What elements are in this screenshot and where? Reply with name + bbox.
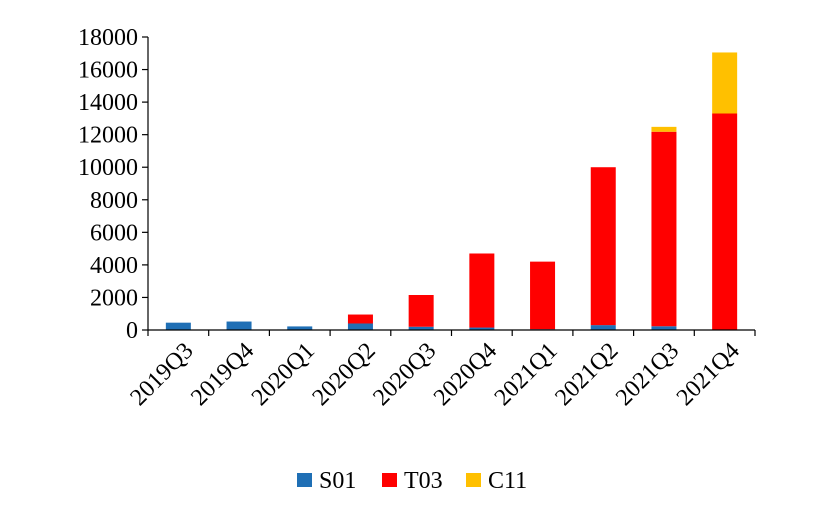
x-tick-label: 2019Q4 xyxy=(186,338,259,411)
y-tick-label: 2000 xyxy=(90,285,138,311)
legend-label-c11: C11 xyxy=(488,468,527,494)
legend: S01 T03 C11 xyxy=(297,468,527,494)
bar-c11 xyxy=(651,126,677,132)
bar-s01 xyxy=(287,326,313,330)
x-tick-label: 2020Q4 xyxy=(429,338,502,411)
bar-c11 xyxy=(712,52,738,114)
bar-s01 xyxy=(226,321,252,330)
legend-swatch-s01 xyxy=(297,473,312,487)
bar-t03 xyxy=(530,261,556,330)
y-tick-label: 6000 xyxy=(90,220,138,246)
y-tick-label: 4000 xyxy=(90,253,138,279)
x-tick-label: 2020Q1 xyxy=(247,338,320,411)
bar-t03 xyxy=(469,253,495,328)
y-tick-label: 16000 xyxy=(78,58,138,84)
bar-s01 xyxy=(408,326,434,330)
legend-swatch-t03 xyxy=(382,473,397,487)
x-tick-label: 2020Q3 xyxy=(368,338,441,411)
x-axis: 2019Q32019Q42020Q12020Q22020Q32020Q42021… xyxy=(126,329,756,411)
x-tick-label: 2021Q2 xyxy=(550,338,623,411)
y-tick-label: 12000 xyxy=(78,123,138,149)
x-tick-label: 2021Q3 xyxy=(611,338,684,411)
bar-t03 xyxy=(408,295,434,327)
bar-t03 xyxy=(590,167,616,326)
y-tick-label: 0 xyxy=(126,318,138,344)
legend-label-t03: T03 xyxy=(404,468,443,494)
bars xyxy=(165,52,738,330)
y-tick-label: 14000 xyxy=(78,90,138,116)
y-tick-label: 10000 xyxy=(78,155,138,181)
bar-s01 xyxy=(165,322,191,330)
legend-swatch-c11 xyxy=(466,473,481,487)
legend-label-s01: S01 xyxy=(319,468,356,494)
bar-t03 xyxy=(712,113,738,330)
y-tick-label: 18000 xyxy=(78,25,138,51)
bar-s01 xyxy=(469,327,495,330)
y-axis: 0 2000 4000 6000 8000 10000 12000 14000 16000 180… xyxy=(78,25,149,344)
bar-s01 xyxy=(651,326,677,330)
y-tick-label: 8000 xyxy=(90,188,138,214)
x-tick-label: 2019Q3 xyxy=(126,338,199,411)
bar-s01 xyxy=(590,325,616,330)
bar-t03 xyxy=(651,131,677,327)
x-tick-label: 2021Q4 xyxy=(672,338,745,411)
x-tick-label: 2021Q1 xyxy=(490,338,563,411)
bar-s01 xyxy=(347,323,373,330)
x-tick-label: 2020Q2 xyxy=(308,338,381,411)
bar-t03 xyxy=(347,314,373,324)
